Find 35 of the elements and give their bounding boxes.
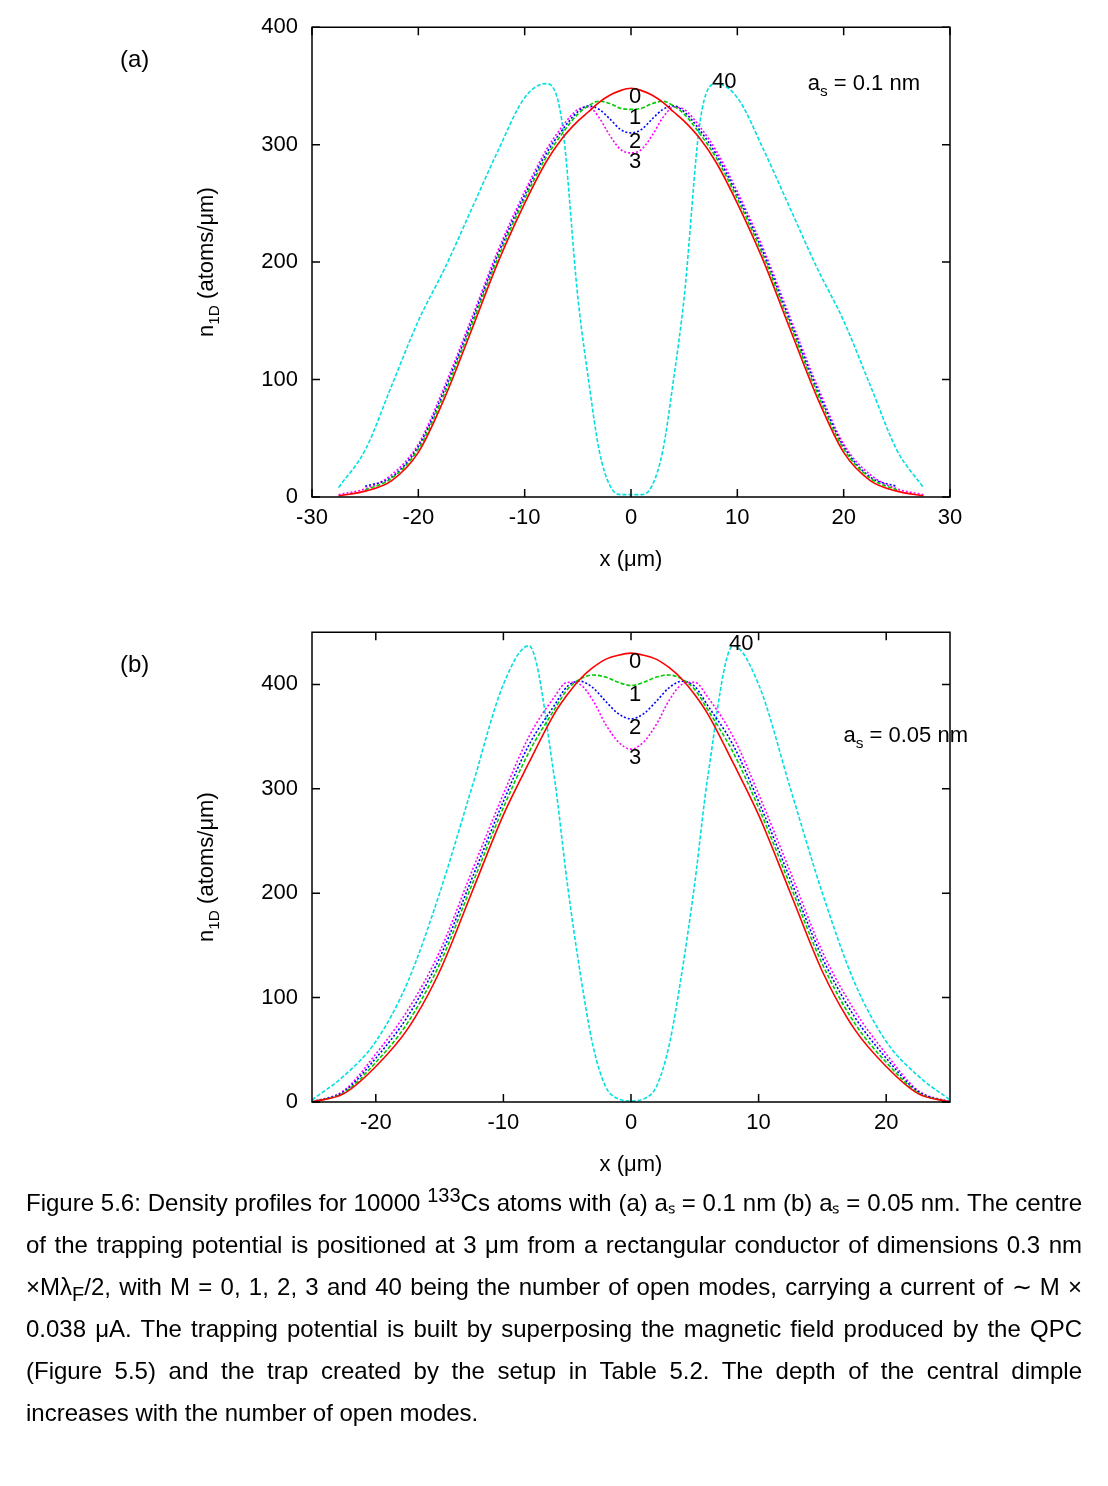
series-label: 3: [628, 744, 642, 770]
x-tick-label: -20: [359, 1109, 392, 1135]
series-label: 40: [729, 629, 754, 655]
x-tick-label: 30: [937, 504, 963, 530]
y-tick-label: 100: [261, 983, 298, 1009]
series-label: 2: [628, 713, 642, 739]
x-tick-label: 20: [873, 1109, 899, 1135]
text: (a): [120, 44, 150, 72]
y-tick-label: 400: [261, 13, 298, 39]
y-tick-label: 200: [261, 879, 298, 905]
x-tick-label: 0: [624, 1109, 638, 1135]
x-tick-label: -10: [487, 1109, 520, 1135]
x-tick-label: 20: [831, 504, 856, 530]
x-tick-label: 10: [725, 504, 750, 530]
y-axis-title: n1D (atoms/μm): [193, 792, 222, 942]
y-tick-label: 100: [261, 365, 298, 391]
y-tick-label: 300: [261, 774, 298, 800]
y-axis-title: n1D (atoms/μm): [193, 187, 222, 337]
y-tick-label: 0: [285, 1088, 298, 1114]
y-tick-label: 200: [261, 248, 298, 274]
x-tick-label: 10: [746, 1109, 771, 1135]
x-tick-label: -10: [508, 504, 541, 530]
text: (b): [120, 649, 150, 677]
y-tick-label: 400: [261, 670, 298, 696]
series-label: 0: [628, 648, 642, 674]
series-label: 40: [712, 67, 737, 93]
x-axis-title: x (μm): [599, 1150, 663, 1176]
text: Figure 5.6: Density profiles for 10000 $^{133}$Cs atoms with (a) aₛ = 0.1 nm (b) aₛ = 0.05 nm. The centre of the trapping potential is positioned at 3 μm from a rectangular conductor of dimensions 0.3 nm ×Mλ$_{F}$/2, with M = 0, 1, 2, 3 and 40 being the number of open modes, carrying a current of ∼ M × 0.038 μA. The trapping potential is built by superposing the magnetic field produced by the QPC (Figure 5.5) and the trap created by the setup in Table 5.2. The depth of the central dimple increases with the number of open modes.: [26, 1184, 1082, 1426]
x-axis-title: x (μm): [599, 545, 663, 571]
series-label: 1: [628, 680, 642, 706]
y-tick-label: 300: [261, 130, 298, 156]
y-tick-label: 0: [285, 483, 298, 509]
x-tick-label: 0: [624, 504, 638, 530]
x-tick-label: -20: [402, 504, 435, 530]
x-tick-label: -30: [296, 504, 328, 530]
